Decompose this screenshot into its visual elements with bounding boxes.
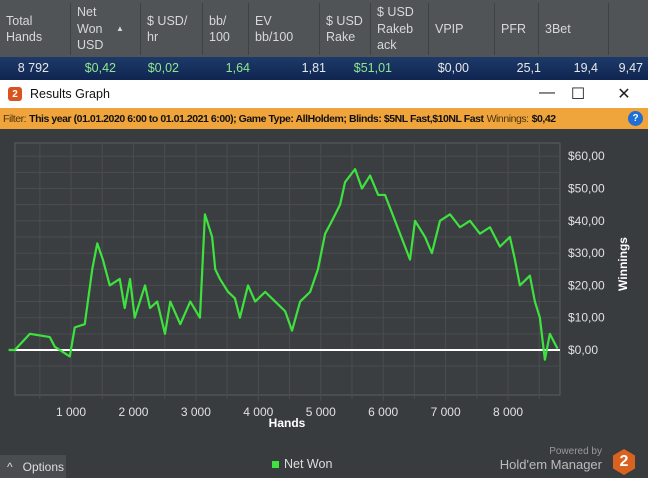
stats-table-row[interactable]: 8 792 $0,42 $0,02 1,64 1,81 $51,01 $0,00 25,1 19… (0, 57, 648, 80)
column-header-label: bb/ 100 (209, 13, 230, 45)
help-icon[interactable]: ? (628, 111, 643, 126)
x-tick-label: 6 000 (368, 405, 398, 419)
y-tick-label: $60,00 (568, 149, 605, 163)
x-tick-label: 8 000 (493, 405, 523, 419)
y-tick-label: $20,00 (568, 278, 605, 292)
window-titlebar: 2 Results Graph — ☐ ✕ (0, 80, 648, 108)
close-button[interactable]: ✕ (617, 86, 631, 103)
x-tick-label: 7 000 (431, 405, 461, 419)
column-header[interactable]: 3Bet (539, 3, 609, 55)
column-header-label: Total Hands (6, 13, 43, 45)
column-header-label: Net Won USD (77, 5, 104, 53)
winnings-value: $0,42 (531, 112, 556, 125)
y-tick-label: $30,00 (568, 246, 605, 260)
minimize-button[interactable]: — (539, 84, 555, 101)
legend: Net Won (272, 457, 332, 471)
stats-table-header: Total Hands Net Won USD ▲ $ USD/ hr bb/ 100 E… (0, 0, 648, 57)
table-cell: 9,47 (618, 61, 643, 75)
filter-label: Filter: (3, 112, 27, 125)
x-tick-label: 4 000 (243, 405, 273, 419)
powered-by-label: Powered by (549, 446, 602, 457)
maximize-button[interactable]: ☐ (570, 86, 586, 103)
column-header[interactable]: PFR (495, 3, 539, 55)
column-header[interactable]: Total Hands (0, 3, 71, 55)
x-tick-label: 1 000 (56, 405, 86, 419)
sort-ascending-icon: ▲ (116, 23, 124, 33)
window-title: Results Graph (30, 87, 110, 101)
filter-bar: Filter: This year (01.01.2020 6:00 to 01… (0, 108, 648, 129)
column-header-label: VPIP (435, 21, 464, 36)
table-cell: 1,81 (301, 61, 326, 75)
column-header[interactable]: $ USD Rakeb ack (371, 3, 429, 55)
table-cell: $0,02 (147, 61, 179, 75)
hm2-logo-icon: 2 (8, 87, 22, 101)
y-tick-label: $50,00 (568, 182, 605, 196)
table-cell: 25,1 (516, 61, 541, 75)
column-header-label: $ USD Rakeb ack (377, 5, 414, 53)
column-header[interactable]: $ USD Rake (320, 3, 371, 55)
column-header-label: $ USD/ hr (147, 13, 188, 45)
table-cell: 1,64 (225, 61, 250, 75)
table-cell: $0,42 (84, 61, 116, 75)
x-tick-label: 3 000 (181, 405, 211, 419)
chevron-up-icon: ^ (7, 459, 13, 474)
column-header-label: 3Bet (545, 21, 571, 36)
brand-name: Hold'em Manager (499, 457, 602, 472)
table-cell: $0,00 (437, 61, 469, 75)
table-cell: 19,4 (573, 61, 598, 75)
column-header[interactable]: $ USD/ hr (141, 3, 203, 55)
winnings-label: Winnings: (486, 112, 530, 125)
options-button[interactable]: ^ Options (0, 455, 66, 478)
x-axis-title: Hands (269, 416, 306, 430)
column-header[interactable]: bb/ 100 (203, 3, 249, 55)
x-tick-label: 5 000 (306, 405, 336, 419)
legend-swatch (272, 460, 279, 468)
options-label: Options (22, 459, 64, 474)
x-tick-label: 2 000 (118, 405, 148, 419)
y-tick-label: $10,00 (568, 311, 605, 325)
column-header[interactable]: Net Won USD ▲ (71, 3, 141, 55)
filter-text: This year (01.01.2020 6:00 to 01.01.2021… (29, 112, 484, 125)
results-graph: 1 000 2 000 3 000 4 000 5 000 6 000 7 000 8 000… (8, 142, 630, 430)
column-header[interactable]: VPIP (429, 3, 495, 55)
powered-by: Powered by Hold'em Manager (500, 446, 602, 472)
y-tick-label: $0,00 (568, 343, 598, 357)
column-header-label: $ USD Rake (326, 13, 363, 45)
y-axis-title: Winnings (616, 237, 630, 291)
y-tick-label: $40,00 (568, 214, 605, 228)
column-header-label: PFR (501, 21, 526, 36)
column-header[interactable]: EV bb/100 (249, 3, 320, 55)
column-header-label: EV bb/100 (255, 13, 294, 45)
net-won-line (8, 168, 559, 361)
legend-label: Net Won (284, 457, 333, 471)
hm2-brand-logo-icon: 2 (613, 449, 635, 475)
table-cell: $51,01 (353, 61, 392, 75)
table-cell: 8 792 (17, 61, 49, 75)
